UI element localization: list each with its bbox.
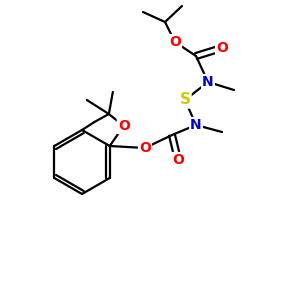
Text: O: O [172,153,184,167]
Text: O: O [216,41,228,55]
Text: N: N [202,75,214,89]
Text: O: O [169,35,181,49]
Text: O: O [118,119,130,133]
Text: O: O [139,141,151,155]
Text: S: S [179,92,191,107]
Text: N: N [190,118,202,132]
